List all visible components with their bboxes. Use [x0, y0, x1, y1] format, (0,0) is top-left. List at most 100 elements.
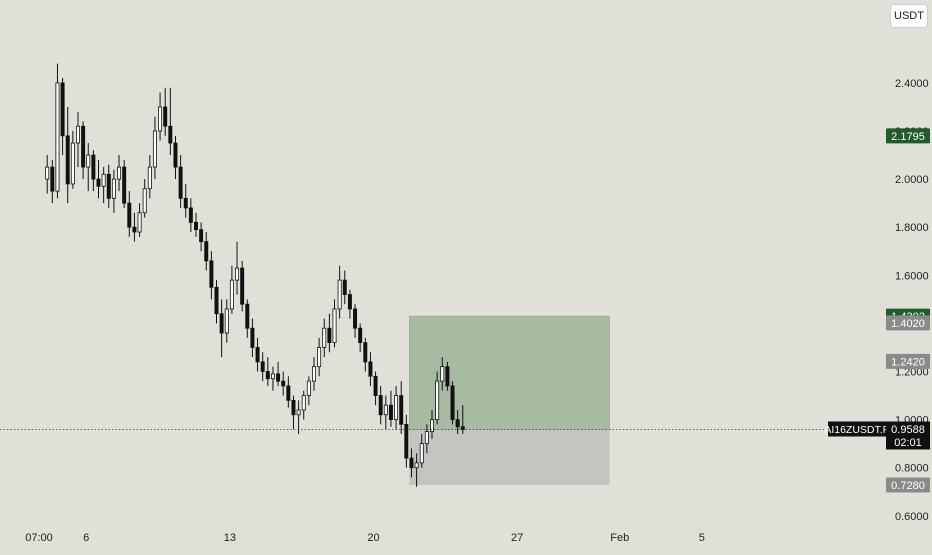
candle-body: [342, 279, 347, 295]
candle: [224, 299, 229, 343]
candle: [388, 390, 393, 427]
candle-body: [322, 327, 327, 348]
candle: [373, 371, 378, 406]
candle-body: [388, 404, 393, 420]
candle: [265, 357, 270, 386]
time-tick-label: 6: [83, 532, 89, 544]
candle: [45, 155, 50, 194]
candle: [378, 385, 383, 425]
candle: [414, 453, 419, 487]
candle-body: [373, 375, 378, 396]
last-price-label: 0.9588: [891, 424, 925, 436]
price-tag-box: [886, 315, 930, 331]
candle: [147, 155, 152, 199]
candle: [337, 265, 342, 319]
candle: [260, 352, 265, 382]
candle: [183, 183, 188, 218]
candle: [322, 318, 327, 358]
candle: [86, 143, 91, 192]
candle: [435, 371, 440, 425]
candle: [101, 167, 106, 204]
candle-body: [419, 443, 424, 464]
candle-body: [55, 82, 60, 192]
price-tick-label: 0.6000: [895, 511, 929, 523]
candle-body: [50, 166, 55, 192]
candle: [193, 212, 198, 237]
candle: [240, 260, 245, 312]
candle-body: [111, 178, 116, 199]
candle: [455, 409, 460, 435]
candle-body: [45, 166, 50, 180]
currency-button[interactable]: USDT: [890, 4, 928, 28]
candle: [199, 222, 204, 252]
candle-body: [75, 125, 80, 144]
candle-body: [255, 347, 260, 363]
candle: [152, 116, 157, 180]
candle-body: [430, 419, 434, 433]
candle-body: [229, 279, 234, 310]
candle-body: [409, 457, 414, 469]
candle: [127, 191, 132, 237]
candle: [394, 385, 399, 430]
price-tag-label: 1.2420: [891, 356, 925, 368]
time-tick-label: 27: [511, 532, 523, 544]
price-tick-label: 2.4000: [895, 78, 929, 90]
candle-body: [399, 395, 404, 425]
candle-body: [455, 419, 460, 428]
candle: [65, 106, 70, 204]
candle-body: [188, 207, 193, 223]
candle-body: [270, 373, 275, 380]
candle: [419, 434, 424, 468]
candle: [188, 198, 193, 233]
candle-body: [101, 173, 106, 187]
candle-body: [312, 366, 316, 382]
candle: [132, 212, 137, 242]
candle-body: [199, 229, 204, 243]
candle: [312, 357, 316, 391]
candle-body: [368, 361, 373, 377]
candle-body: [132, 226, 137, 233]
candle-body: [281, 380, 286, 387]
candles: [45, 63, 465, 487]
candle-body: [117, 166, 122, 180]
candle-body: [260, 361, 265, 372]
candle: [347, 289, 352, 319]
candle-body: [96, 178, 101, 187]
candle: [409, 448, 414, 478]
candle: [404, 414, 409, 468]
candle-body: [70, 142, 75, 185]
candle: [276, 361, 281, 386]
candle-body: [332, 308, 337, 344]
candle: [81, 121, 86, 180]
candle-body: [440, 366, 445, 382]
position-zones: [409, 315, 610, 486]
candle-body: [327, 327, 332, 344]
price-tag-level: 1.4020: [886, 315, 930, 331]
candle: [440, 357, 445, 391]
candle-body: [358, 327, 363, 344]
candle-body: [209, 260, 214, 288]
candle-body: [301, 395, 306, 411]
candle-body: [158, 106, 163, 132]
price-tag-label: 0.7280: [891, 480, 925, 492]
candle-body: [265, 371, 270, 380]
price-tag-box: [886, 477, 930, 493]
candle-body: [178, 166, 183, 199]
candle: [75, 111, 80, 168]
candle: [168, 87, 173, 156]
candle: [445, 361, 450, 391]
price-tick-label: 0.8000: [895, 463, 929, 475]
price-tags: 2.17951.43021.40201.24200.95410.7280AI16…: [824, 128, 930, 493]
candle-body: [60, 82, 65, 137]
candle: [270, 366, 275, 391]
candle: [399, 381, 404, 435]
candle: [209, 251, 214, 300]
candle-body: [383, 404, 388, 416]
price-tick-label: 1.2000: [895, 366, 929, 378]
candle-body: [137, 212, 142, 233]
loss-zone: [409, 429, 610, 486]
time-tick-label: 07:00: [25, 532, 53, 544]
candle-body: [152, 130, 157, 168]
time-axis: 07:00 6 13 20 27 Feb 5: [25, 532, 705, 544]
